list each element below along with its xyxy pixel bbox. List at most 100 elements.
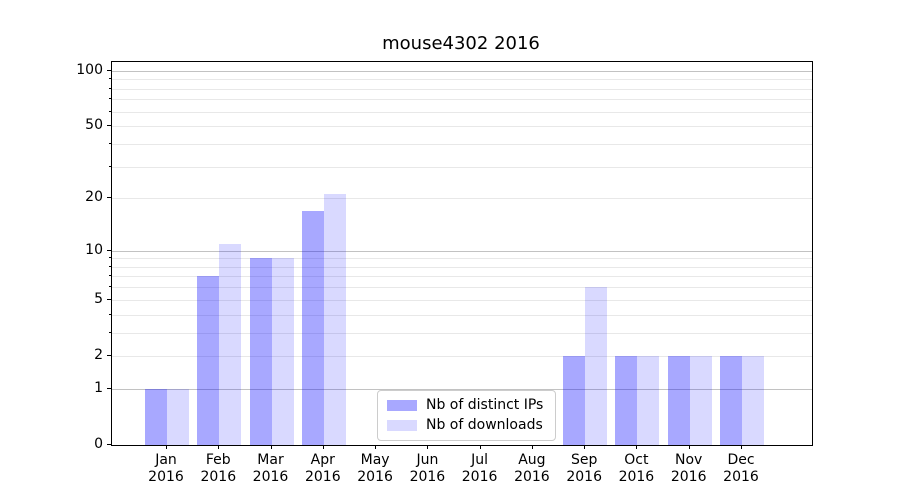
x-tick-label: Apr 2016 [292, 452, 354, 486]
x-tick-mark [322, 445, 324, 449]
legend: Nb of distinct IPs Nb of downloads [377, 390, 557, 441]
x-tick-month: Dec [727, 452, 755, 468]
bar-downloads [585, 287, 608, 445]
y-minor-tick-mark [109, 165, 111, 167]
gridline-minor [112, 314, 812, 316]
legend-label-downloads: Nb of downloads [426, 417, 543, 433]
legend-swatch-distinct-ips [387, 400, 417, 411]
bar-distinct-ips [563, 355, 586, 445]
gridline-minor [112, 111, 812, 113]
x-tick-label: Sep 2016 [553, 452, 615, 486]
gridline [112, 388, 812, 390]
y-tick-label: 2 [94, 346, 103, 363]
legend-item-distinct-ips: Nb of distinct IPs [387, 397, 543, 414]
x-tick-month: Aug [518, 452, 546, 468]
x-tick-label: Jul 2016 [449, 452, 511, 486]
x-tick-year: 2016 [461, 469, 498, 485]
x-tick-year: 2016 [618, 469, 655, 485]
x-tick-mark [688, 445, 690, 449]
x-tick-mark [218, 445, 220, 449]
x-tick-label: Jan 2016 [135, 452, 197, 486]
gridline-minor [112, 266, 812, 268]
x-tick-label: Mar 2016 [240, 452, 302, 486]
y-minor-tick-mark [109, 142, 111, 144]
x-tick-mark [479, 445, 481, 449]
y-tick-mark [107, 444, 111, 445]
y-tick-mark [107, 387, 111, 389]
bar-distinct-ips [197, 276, 220, 445]
x-tick-year: 2016 [200, 469, 237, 485]
x-tick-label: Dec 2016 [710, 452, 772, 486]
gridline-minor [112, 332, 812, 334]
bar-downloads [689, 355, 712, 445]
y-minor-tick-mark [109, 110, 111, 112]
legend-item-downloads: Nb of downloads [387, 417, 543, 434]
x-tick-year: 2016 [670, 469, 707, 485]
gridline-minor [112, 88, 812, 90]
gridline [112, 198, 812, 200]
gridline-minor [112, 143, 812, 145]
x-tick-mark [531, 445, 533, 449]
y-tick-mark [107, 249, 111, 251]
x-tick-label: Aug 2016 [501, 452, 563, 486]
y-tick-mark [107, 298, 111, 300]
x-tick-month: May [360, 452, 390, 468]
y-tick-label: 0 [94, 436, 103, 452]
x-tick-month: Apr [310, 452, 335, 468]
x-tick-year: 2016 [723, 469, 759, 485]
bar-distinct-ips [615, 355, 638, 445]
gridline-minor [112, 99, 812, 101]
bar-downloads [637, 355, 660, 445]
y-minor-tick-mark [109, 257, 111, 259]
x-tick-month: Jun [416, 452, 439, 468]
x-tick-label: Feb 2016 [187, 452, 249, 486]
x-tick-mark [375, 445, 377, 449]
x-tick-year: 2016 [304, 469, 341, 485]
y-tick-mark [107, 197, 111, 199]
x-tick-year: 2016 [514, 469, 550, 485]
x-tick-mark [427, 445, 429, 449]
gridline-minor [112, 258, 812, 260]
bar-distinct-ips [249, 258, 272, 445]
bar-downloads [219, 243, 242, 445]
x-tick-month: Jul [471, 452, 489, 468]
bar-distinct-ips [667, 355, 690, 445]
x-tick-month: Feb [205, 452, 231, 468]
y-minor-tick-mark [109, 275, 111, 277]
x-tick-mark [636, 445, 638, 449]
y-minor-tick-mark [109, 87, 111, 89]
y-tick-mark [107, 125, 111, 127]
y-tick-label: 20 [85, 189, 103, 206]
gridline-minor [112, 287, 812, 289]
gridline [112, 299, 812, 301]
plot-area [111, 61, 813, 446]
y-tick-label: 10 [85, 241, 103, 258]
y-tick-label: 5 [94, 290, 103, 307]
y-minor-tick-mark [109, 331, 111, 333]
gridline [112, 126, 812, 128]
y-minor-tick-mark [109, 98, 111, 100]
x-tick-year: 2016 [566, 469, 602, 485]
x-tick-label: Nov 2016 [658, 452, 720, 486]
x-tick-label: Oct 2016 [605, 452, 667, 486]
bar-downloads [167, 388, 189, 445]
x-tick-label: May 2016 [344, 452, 406, 486]
x-tick-mark [166, 445, 167, 449]
chart-title: mouse4302 2016 [382, 33, 540, 54]
x-tick-mark [270, 445, 272, 449]
x-tick-year: 2016 [357, 469, 393, 485]
bar-distinct-ips [301, 210, 324, 445]
gridline-minor [112, 166, 812, 168]
y-minor-tick-mark [109, 265, 111, 267]
y-minor-tick-mark [109, 286, 111, 288]
y-tick-label: 1 [94, 379, 103, 396]
x-tick-year: 2016 [252, 469, 289, 485]
legend-label-distinct-ips: Nb of distinct IPs [426, 397, 544, 413]
gridline [112, 250, 812, 252]
x-tick-month: Sep [570, 452, 598, 468]
x-tick-month: Mar [257, 452, 284, 468]
x-tick-label: Jun 2016 [396, 452, 458, 486]
y-tick-label: 50 [85, 117, 103, 134]
x-tick-mark [741, 445, 742, 449]
